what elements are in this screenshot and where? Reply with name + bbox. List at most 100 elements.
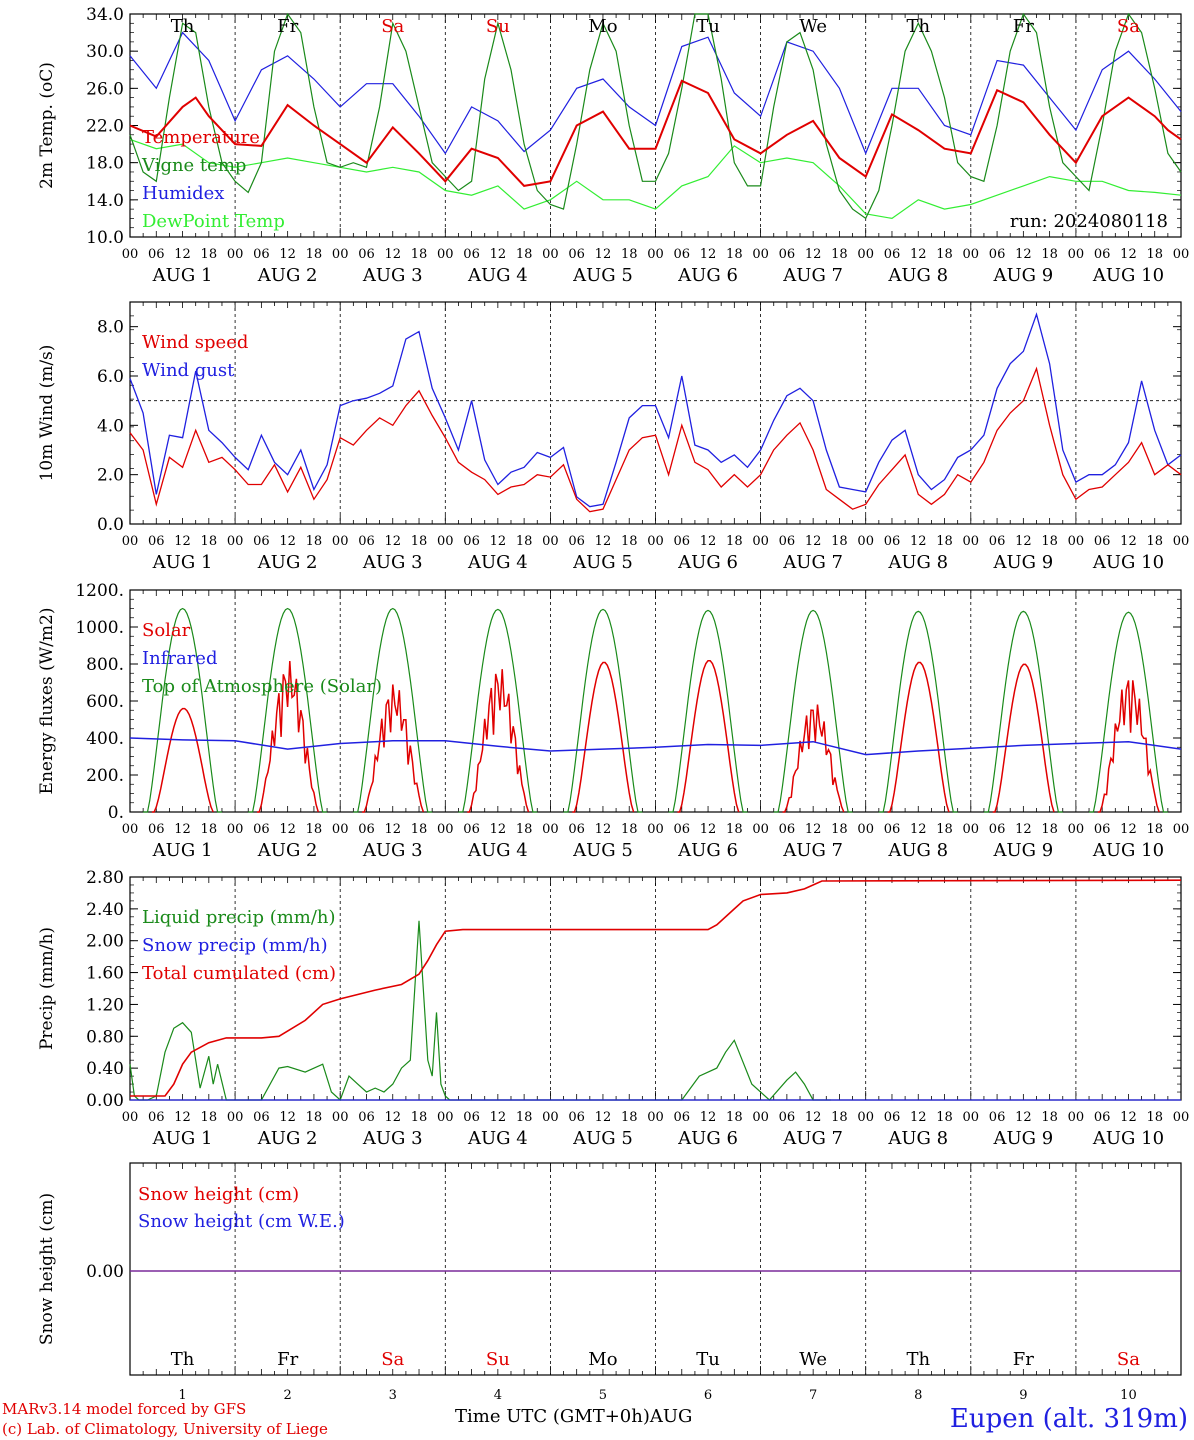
hour-tick-label: 00 [647,534,664,549]
hour-tick-label: 00 [1068,247,1085,262]
legend-entry: Liquid precip (mm/h) [142,907,336,928]
hour-tick-label: 00 [122,247,139,262]
hour-tick-label: 00 [1173,822,1190,837]
hour-tick-label: 12 [1015,534,1032,549]
hour-tick-label: 00 [332,534,349,549]
day-number-label: 1 [178,1388,186,1403]
hour-tick-label: 00 [332,822,349,837]
day-name-label: Th [171,1349,195,1370]
date-label: AUG 7 [782,552,843,573]
hour-tick-label: 00 [963,822,980,837]
hour-tick-label: 18 [831,247,848,262]
hour-tick-label: 00 [437,1110,454,1125]
hour-tick-label: 06 [779,822,796,837]
date-label: AUG 9 [992,552,1053,573]
hour-tick-label: 18 [1041,534,1058,549]
day-name-label: We [799,1349,827,1370]
hour-tick-label: 00 [1173,247,1190,262]
hour-tick-label: 18 [306,1110,323,1125]
day-name-label: We [799,16,827,37]
date-label: AUG 2 [257,265,318,286]
hour-tick-label: 00 [963,1110,980,1125]
hour-tick-label: 06 [568,822,585,837]
hour-tick-label: 18 [201,1110,218,1125]
hour-tick-label: 18 [621,1110,638,1125]
hour-tick-label: 12 [174,534,191,549]
date-label: AUG 1 [152,552,213,573]
hour-tick-label: 18 [1146,247,1163,262]
hour-tick-label: 06 [1094,1110,1111,1125]
series-total-cumulated-cm- [130,879,1182,1097]
hour-tick-label: 12 [1120,822,1137,837]
y-tick-label: 2.00 [86,932,124,952]
hour-tick-label: 12 [805,534,822,549]
date-label: AUG 7 [782,1128,843,1149]
hour-tick-label: 12 [490,1110,507,1125]
y-tick-label: 400. [86,729,124,749]
hour-tick-label: 12 [490,534,507,549]
y-tick-label: 8.0 [97,318,124,338]
date-label: AUG 1 [152,1128,213,1149]
hour-tick-label: 00 [857,534,874,549]
series-vigne-temp [129,12,1182,220]
hour-tick-label: 18 [831,534,848,549]
hour-tick-label: 18 [306,822,323,837]
legend-entry: Wind gust [142,360,235,381]
day-name-label: Su [486,1349,510,1370]
y-tick-label: 0.00 [86,1262,124,1282]
y-tick-label: 30.0 [86,42,124,62]
y-tick-label: 26.0 [86,79,124,99]
hour-tick-label: 12 [700,1110,717,1125]
hour-tick-label: 06 [884,1110,901,1125]
series-dewpoint-temp [129,138,1182,220]
hour-tick-label: 06 [674,1110,691,1125]
hour-tick-label: 06 [779,247,796,262]
hour-tick-label: 18 [726,822,743,837]
date-label: AUG 9 [992,840,1053,861]
hour-tick-label: 18 [621,247,638,262]
date-label: AUG 4 [467,1128,528,1149]
hour-tick-label: 00 [963,247,980,262]
hour-tick-label: 18 [306,534,323,549]
hour-tick-label: 12 [1015,822,1032,837]
y-tick-label: 2.80 [86,868,124,888]
station-label: Eupen (alt. 319m) [949,1404,1188,1434]
hour-tick-label: 00 [857,1110,874,1125]
hour-tick-label: 18 [726,247,743,262]
day-name-label: Fr [1013,1349,1034,1370]
hour-tick-label: 18 [1041,247,1058,262]
hour-tick-label: 00 [1068,822,1085,837]
date-label: AUG 3 [362,840,423,861]
hour-tick-label: 18 [726,534,743,549]
hour-tick-label: 12 [174,1110,191,1125]
hour-tick-label: 06 [148,1110,165,1125]
hour-tick-label: 00 [542,247,559,262]
date-label: AUG 10 [1092,552,1164,573]
day-number-label: 9 [1019,1388,1027,1403]
date-label: AUG 6 [677,552,738,573]
day-name-label: Sa [381,16,404,37]
day-name-label: Tu [696,1349,720,1370]
y-tick-label: 4.0 [97,416,124,436]
day-name-label: Tu [696,16,720,37]
hour-tick-label: 12 [279,534,296,549]
series-humidex [129,31,1182,156]
hour-tick-label: 18 [306,247,323,262]
day-name-label: Th [171,16,195,37]
y-tick-label: 22.0 [86,117,124,137]
hour-tick-label: 12 [595,822,612,837]
day-number-label: 4 [494,1388,502,1403]
hour-tick-label: 12 [174,822,191,837]
hour-tick-label: 18 [936,534,953,549]
y-tick-label: 34.0 [86,5,124,25]
series-solar [151,659,1160,813]
hour-tick-label: 12 [910,247,927,262]
hour-tick-label: 12 [1120,247,1137,262]
day-name-label: Sa [1117,16,1140,37]
date-label: AUG 4 [467,840,528,861]
hour-tick-label: 00 [437,534,454,549]
panel-1 [129,13,1182,238]
hour-tick-label: 06 [358,822,375,837]
hour-tick-label: 06 [884,534,901,549]
hour-tick-label: 18 [1041,1110,1058,1125]
